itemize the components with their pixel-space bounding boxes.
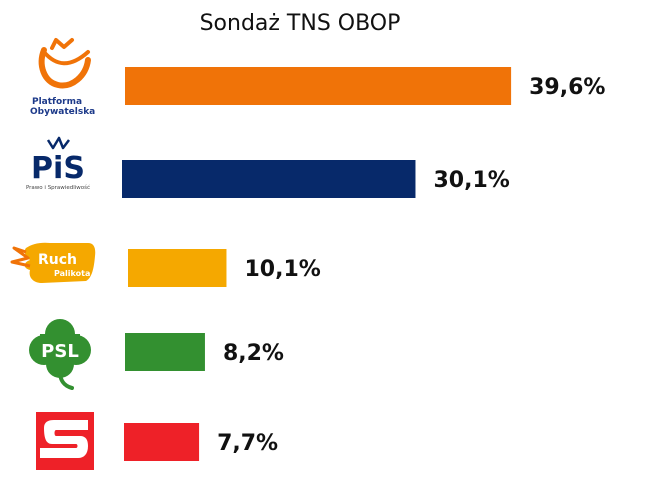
psl-logo-name: PSL xyxy=(41,341,79,362)
platforma-obywatelska-logo: Platforma Obywatelska xyxy=(30,38,95,117)
bars-group: 39,6% 30,1% 10,1% 8,2% 7,7% xyxy=(122,67,605,461)
bar-4 xyxy=(125,333,205,371)
pis-logo: PiS Prawo i Sprawiedliwość xyxy=(26,136,90,191)
pis-logo-subtitle: Prawo i Sprawiedliwość xyxy=(26,184,90,191)
chart-title: Sondaż TNS OBOP xyxy=(200,11,401,36)
ruch-logo-line2: Palikota xyxy=(54,269,90,278)
bar-value-label-5: 7,7% xyxy=(217,431,278,456)
po-logo-line2: Obywatelska xyxy=(30,107,95,117)
psl-logo: PSL xyxy=(29,319,91,390)
po-logo-line1: Platforma xyxy=(32,97,82,107)
bar-value-label-1: 39,6% xyxy=(529,75,605,100)
bar-3 xyxy=(128,249,227,287)
ruch-palikota-logo: Ruch Palikota xyxy=(10,242,96,283)
bar-5 xyxy=(124,423,200,461)
pis-logo-name: PiS xyxy=(31,151,85,186)
bar-value-label-3: 10,1% xyxy=(244,257,320,282)
bar-2 xyxy=(122,160,416,198)
bar-value-label-4: 8,2% xyxy=(223,341,284,366)
bar-value-label-2: 30,1% xyxy=(433,168,509,193)
bar-1 xyxy=(125,67,512,105)
sld-logo xyxy=(36,412,94,470)
ruch-logo-line1: Ruch xyxy=(38,252,77,268)
